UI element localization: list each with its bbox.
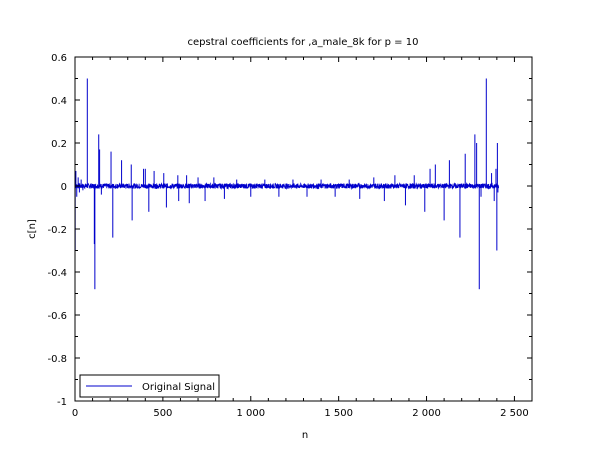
axis-ticks-group: 0 500 1 000 1 500 2 000 2 500 -1 -0.8 -0.6 -0.4 -0… — [47, 53, 533, 419]
y-tick-label: 0.4 — [51, 96, 67, 107]
x-tick-label: 500 — [153, 408, 172, 419]
legend: Original Signal — [79, 374, 220, 398]
y-tick-label: -1 — [57, 397, 67, 408]
y-tick-label: 0.2 — [51, 139, 67, 150]
x-axis-label: n — [302, 430, 308, 441]
x-tick-label: 2 500 — [500, 408, 529, 419]
y-tick-label: -0.2 — [47, 225, 67, 236]
y-axis-label: c[n] — [27, 219, 38, 239]
y-tick-label: -0.6 — [47, 311, 67, 322]
legend-label: Original Signal — [142, 382, 215, 393]
x-tick-label: 0 — [72, 408, 78, 419]
plot-frame — [74, 56, 533, 402]
chart-title: cepstral coefficients for ,a_male_8k for… — [188, 37, 419, 48]
x-tick-label: 1 500 — [324, 408, 353, 419]
x-tick-label: 1 000 — [236, 408, 265, 419]
y-tick-label: 0 — [61, 182, 67, 193]
legend-box — [79, 374, 220, 398]
y-tick-label: -0.4 — [47, 268, 67, 279]
y-tick-label: 0.6 — [51, 53, 67, 64]
y-tick-label: -0.8 — [47, 354, 67, 365]
plot-series-group — [74, 78, 499, 290]
x-tick-label: 2 000 — [412, 408, 441, 419]
